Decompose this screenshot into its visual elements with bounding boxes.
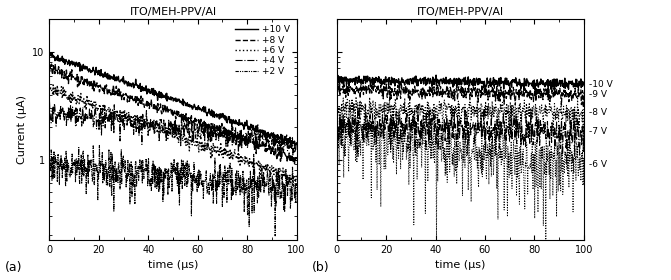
+6 V: [90, 104, 98, 107]
+2 V: [89, 143, 97, 147]
+8 V: [293, 154, 301, 158]
+4 V: [191, 127, 199, 131]
Text: -10 V: -10 V: [588, 80, 613, 88]
Text: (b): (b): [312, 261, 329, 274]
+6 V: [49, 83, 57, 87]
Text: -9 V: -9 V: [588, 90, 607, 99]
+10 V: [158, 92, 166, 95]
+10 V: [46, 52, 54, 56]
Title: ITO/MEH-PPV/Al: ITO/MEH-PPV/Al: [130, 7, 217, 17]
+6 V: [232, 155, 240, 158]
+10 V: [292, 144, 300, 147]
Line: +8 V: +8 V: [50, 64, 297, 164]
+4 V: [109, 122, 117, 125]
Text: -8 V: -8 V: [588, 108, 607, 117]
+10 V: [109, 78, 117, 81]
+4 V: [89, 125, 97, 129]
+6 V: [191, 142, 199, 145]
+8 V: [232, 134, 240, 137]
Title: ITO/MEH-PPV/Al: ITO/MEH-PPV/Al: [417, 7, 504, 17]
+6 V: [293, 178, 301, 181]
Text: (a): (a): [5, 261, 23, 274]
+10 V: [90, 69, 98, 72]
+10 V: [293, 141, 301, 145]
+2 V: [211, 157, 219, 160]
+8 V: [109, 83, 117, 87]
+10 V: [191, 106, 199, 109]
Line: +2 V: +2 V: [50, 145, 297, 236]
+4 V: [46, 100, 54, 103]
+6 V: [211, 144, 219, 147]
+8 V: [90, 78, 98, 81]
Y-axis label: Current (μA): Current (μA): [17, 95, 27, 164]
+2 V: [232, 193, 240, 197]
Line: +4 V: +4 V: [50, 102, 297, 155]
+6 V: [289, 183, 297, 186]
+4 V: [289, 153, 297, 157]
+2 V: [90, 156, 98, 159]
+10 V: [232, 122, 240, 125]
+4 V: [211, 122, 219, 125]
+4 V: [157, 118, 165, 121]
Legend: +10 V, +8 V, +6 V, +4 V, +2 V: +10 V, +8 V, +6 V, +4 V, +2 V: [234, 24, 292, 78]
Text: -6 V: -6 V: [588, 160, 607, 169]
+2 V: [109, 164, 117, 167]
+8 V: [158, 112, 166, 115]
+6 V: [46, 87, 54, 90]
+10 V: [47, 51, 55, 54]
+8 V: [51, 62, 59, 66]
+4 V: [231, 126, 240, 130]
+6 V: [158, 129, 166, 132]
+2 V: [191, 177, 199, 181]
+2 V: [271, 234, 279, 237]
X-axis label: time (μs): time (μs): [148, 260, 198, 270]
Text: -7 V: -7 V: [588, 127, 607, 136]
+2 V: [158, 171, 166, 174]
+8 V: [291, 162, 299, 165]
+10 V: [211, 114, 219, 117]
X-axis label: time (μs): time (μs): [435, 260, 485, 270]
+8 V: [211, 125, 219, 129]
+2 V: [293, 188, 301, 191]
+8 V: [46, 65, 54, 68]
+8 V: [191, 121, 199, 124]
+4 V: [293, 142, 301, 145]
Line: +10 V: +10 V: [50, 53, 297, 145]
+2 V: [46, 171, 54, 174]
+6 V: [109, 120, 117, 123]
Line: +6 V: +6 V: [50, 85, 297, 185]
